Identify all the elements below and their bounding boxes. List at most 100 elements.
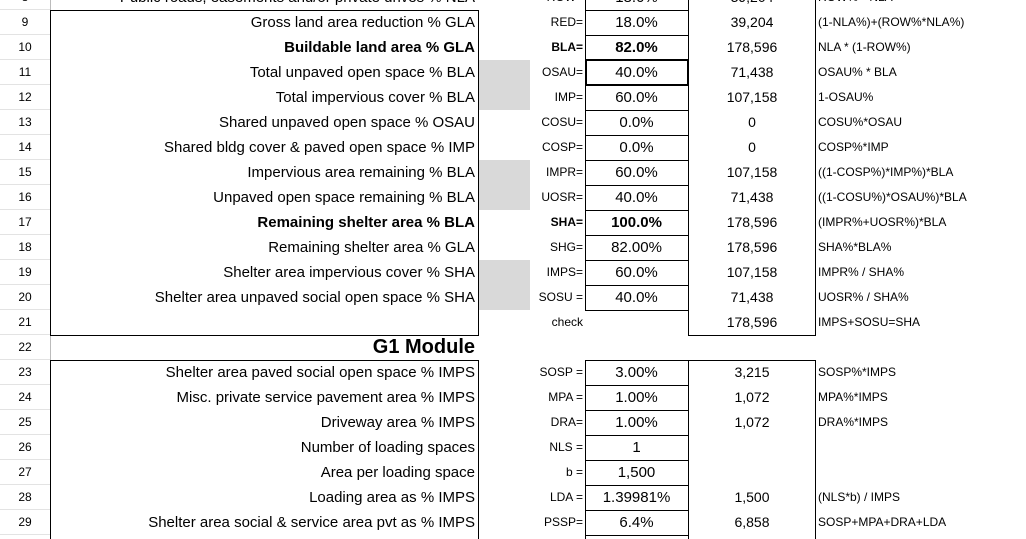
- area-cell: 107,158: [726, 264, 778, 280]
- row-number: 23: [0, 360, 50, 385]
- variable-code: NLS =: [549, 440, 583, 454]
- formula-note: (NLS*b) / IMPS: [818, 490, 901, 504]
- area-cell: 71,438: [730, 289, 774, 305]
- row-label: Area per loading space: [320, 464, 475, 481]
- row-label: Shelter area unpaved social open space %…: [154, 289, 475, 306]
- row-number: 19: [0, 260, 50, 285]
- value-cell: 3.00%: [615, 364, 658, 381]
- row-label: Number of loading spaces: [300, 439, 475, 456]
- variable-code: IMPS=: [546, 265, 583, 279]
- row-label: Shared bldg cover & paved open space % I…: [163, 139, 475, 156]
- variable-code: MPA =: [548, 390, 583, 404]
- value-cell: 18.0%: [615, 14, 658, 31]
- row-label: Misc. private service pavement area % IM…: [176, 389, 475, 406]
- row-label: Shelter area paved social open space % I…: [165, 364, 475, 381]
- variable-code: IMPR=: [545, 165, 583, 179]
- row-number: 20: [0, 285, 50, 310]
- value-cell: 82.0%: [615, 39, 658, 56]
- value-cell: 1: [632, 439, 641, 456]
- area-cell: 1,500: [734, 489, 770, 505]
- row-label: Remaining shelter area % BLA: [257, 214, 475, 231]
- row-number: 10: [0, 35, 50, 60]
- variable-code: UOSR=: [541, 190, 583, 204]
- area-cell: 178,596: [726, 239, 778, 255]
- variable-code: SOSU =: [538, 290, 583, 304]
- value-cell: 18.0%: [586, 0, 687, 10]
- row-number: 14: [0, 135, 50, 160]
- row-number: 13: [0, 110, 50, 135]
- variable-code: OSAU=: [541, 65, 583, 79]
- formula-note: ROW% * NLA: [818, 0, 1026, 10]
- label-box: [50, 360, 479, 539]
- formula-note: IMPS+SOSU=SHA: [818, 315, 921, 329]
- value-cell: 0.0%: [619, 114, 654, 131]
- area-cell: 71,438: [730, 64, 774, 80]
- value-cell: 40.0%: [615, 64, 658, 81]
- row-number: 29: [0, 510, 50, 535]
- row-number: 18: [0, 235, 50, 260]
- area-cell: 1,072: [734, 389, 770, 405]
- area-cell: 178,596: [726, 39, 778, 55]
- row-label: Unpaved open space remaining % BLA: [213, 189, 475, 206]
- area-cell: 0: [748, 114, 756, 130]
- number-box: [688, 0, 816, 336]
- row-number: 11: [0, 60, 50, 85]
- variable-code: PSSP=: [543, 515, 583, 529]
- row-number: 26: [0, 435, 50, 460]
- value-cell: 1,500: [617, 464, 656, 481]
- formula-note: MPA%*IMPS: [818, 390, 888, 404]
- value-cell: 1.39981%: [602, 489, 671, 506]
- row-label: Impervious area remaining % BLA: [247, 164, 475, 181]
- variable-code: b =: [565, 465, 583, 479]
- row-number: 24: [0, 385, 50, 410]
- row-number: 17: [0, 210, 50, 235]
- value-cell: 1.00%: [615, 389, 658, 406]
- selected-cell: [585, 59, 689, 86]
- formula-note: (1-NLA%)+(ROW%*NLA%): [818, 15, 965, 29]
- value-box: [585, 0, 689, 311]
- row-label: Shelter area impervious cover % SHA: [223, 264, 475, 281]
- formula-note: COSU%*OSAU: [818, 115, 903, 129]
- row-number: 15: [0, 160, 50, 185]
- variable-code: LDA =: [549, 490, 583, 504]
- variable-code: DRA=: [550, 415, 583, 429]
- row-number: 28: [0, 485, 50, 510]
- row-label: Buildable land area % GLA: [284, 39, 475, 56]
- value-cell: 60.0%: [615, 164, 658, 181]
- shaded-cell: [479, 260, 530, 285]
- row-label: Shared unpaved open space % OSAU: [218, 114, 475, 131]
- variable-code: IMP=: [554, 90, 583, 104]
- variable-code: COSU=: [541, 115, 583, 129]
- shaded-cell: [479, 285, 530, 310]
- formula-note: NLA * (1-ROW%): [818, 40, 911, 54]
- row-label: Shelter area social & service area pvt a…: [148, 514, 475, 531]
- value-cell: 100.0%: [611, 214, 662, 231]
- shaded-cell: [479, 60, 530, 85]
- shaded-cell: [479, 160, 530, 185]
- formula-note: UOSR% / SHA%: [818, 290, 909, 304]
- area-cell: 107,158: [726, 89, 778, 105]
- row-number: 8: [0, 0, 50, 10]
- variable-code: SHG=: [549, 240, 583, 254]
- row-number: 22: [0, 335, 50, 360]
- area-cell: 39,204: [689, 0, 815, 10]
- row-label: Public roads, easements and/or private d…: [52, 0, 475, 10]
- formula-note: COSP%*IMP: [818, 140, 889, 154]
- area-cell: 71,438: [730, 189, 774, 205]
- formula-note: ((1-COSP%)*IMP%)*BLA: [818, 165, 954, 179]
- area-cell: 178,596: [726, 214, 778, 230]
- label-box: [50, 10, 479, 336]
- row-label: Loading area as % IMPS: [309, 489, 475, 506]
- area-cell: 178,596: [726, 314, 778, 330]
- row-number: 21: [0, 310, 50, 335]
- area-cell: 39,204: [730, 14, 774, 30]
- area-cell: 6,858: [734, 514, 770, 530]
- formula-note: SOSP+MPA+DRA+LDA: [818, 515, 947, 529]
- row-label: Total impervious cover % BLA: [275, 89, 475, 106]
- row-label: Gross land area reduction % GLA: [250, 14, 475, 31]
- row-number: 9: [0, 10, 50, 35]
- number-box: [688, 360, 816, 539]
- row-number: 25: [0, 410, 50, 435]
- variable-code: SHA=: [550, 215, 583, 229]
